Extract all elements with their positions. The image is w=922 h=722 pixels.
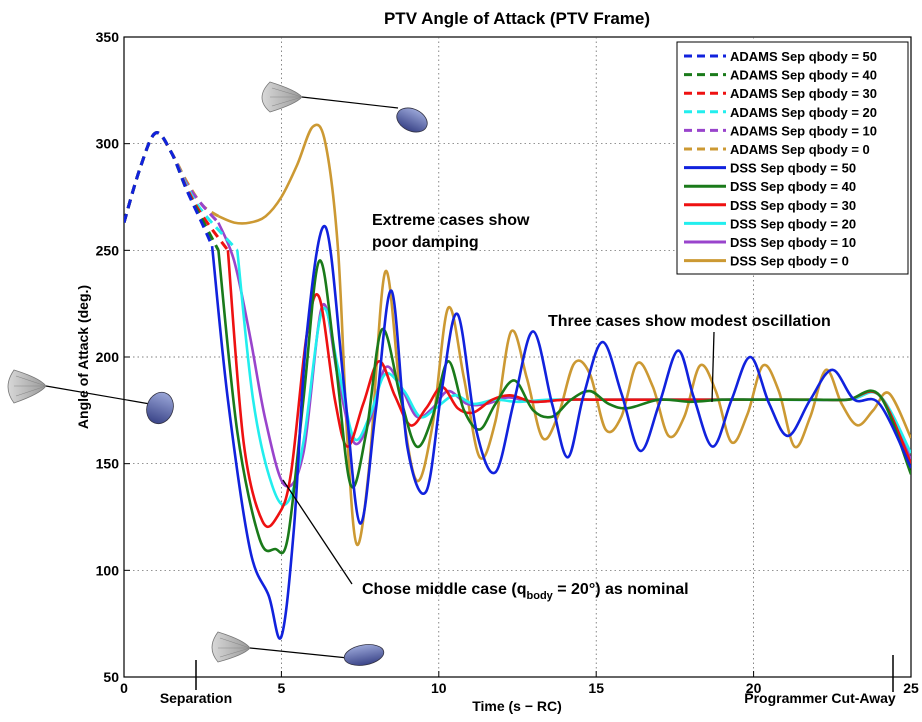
legend-label: ADAMS Sep qbody = 10 xyxy=(730,123,877,138)
parachute-ptv-top-icon xyxy=(261,81,428,133)
legend-label: DSS Sep qbody = 10 xyxy=(730,235,856,250)
y-axis-label: Angle of Attack (deg.) xyxy=(75,285,91,429)
annotation-extreme-line1: Extreme cases show xyxy=(372,212,530,229)
legend-label: ADAMS Sep qbody = 30 xyxy=(730,86,877,101)
legend-label: DSS Sep qbody = 20 xyxy=(730,216,856,231)
legend-label: DSS Sep qbody = 0 xyxy=(730,254,849,269)
modest-pointer xyxy=(711,331,715,403)
legend: ADAMS Sep qbody = 50 ADAMS Sep qbody = 40… xyxy=(676,41,909,275)
x-tick-label: 20 xyxy=(746,680,762,696)
series-line-dss-sep-qbody-50 xyxy=(210,224,911,640)
series-line-dss-sep-qbody-0 xyxy=(217,123,911,547)
legend-label: ADAMS Sep qbody = 20 xyxy=(730,105,877,120)
y-tick-label: 200 xyxy=(96,349,120,365)
middle-pointer xyxy=(282,479,353,585)
series-layer xyxy=(124,123,911,640)
middle-prefix: Chose middle case (q xyxy=(362,581,527,598)
series-line-dss-sep-qbody-30 xyxy=(226,250,911,528)
y-tick-label: 150 xyxy=(96,456,120,472)
middle-subscript: body xyxy=(527,590,554,602)
chart-title: PTV Angle of Attack (PTV Frame) xyxy=(384,9,650,28)
series-line-adams-sep-qbody-20 xyxy=(124,131,239,252)
series-line-adams-sep-qbody-30 xyxy=(124,131,230,252)
legend-label: DSS Sep qbody = 30 xyxy=(730,198,856,213)
series-line-dss-sep-qbody-40 xyxy=(217,250,911,555)
x-tick-label: 5 xyxy=(278,680,286,696)
x-axis-label: Time (s − RC) xyxy=(472,698,562,714)
parachute-ptv-left-icon xyxy=(7,369,174,425)
legend-box xyxy=(676,41,909,275)
y-tick-label: 100 xyxy=(96,562,120,578)
separation-label: Separation xyxy=(160,690,232,706)
legend-label: DSS Sep qbody = 40 xyxy=(730,179,856,194)
y-tick-label: 300 xyxy=(96,136,120,152)
legend-label: DSS Sep qbody = 50 xyxy=(730,161,856,176)
parachute-ptv-bottom-icon xyxy=(211,631,385,666)
series-line-adams-sep-qbody-50 xyxy=(124,131,214,247)
y-tick-label: 350 xyxy=(96,29,120,45)
x-tick-label: 0 xyxy=(120,680,128,696)
x-tick-label: 15 xyxy=(588,680,604,696)
y-tick-label: 250 xyxy=(96,242,120,258)
legend-label: ADAMS Sep qbody = 40 xyxy=(730,68,877,83)
legend-label: ADAMS Sep qbody = 50 xyxy=(730,49,877,64)
cutaway-label: Programmer Cut-Away xyxy=(744,690,896,706)
annotation-extreme-line2: poor damping xyxy=(372,234,479,251)
legend-label: ADAMS Sep qbody = 0 xyxy=(730,142,870,157)
tick-layer: 0 5 10 15 20 25 50 100 150 200 250 300 350 xyxy=(96,29,919,696)
y-tick-label: 50 xyxy=(103,669,119,685)
annotation-modest: Three cases show modest oscillation xyxy=(548,313,831,330)
x-tick-label: 25 xyxy=(903,680,919,696)
x-tick-label: 10 xyxy=(431,680,447,696)
middle-suffix: = 20°) as nominal xyxy=(553,581,689,598)
annotation-middle: Chose middle case (qbody = 20°) as nomin… xyxy=(362,581,689,602)
